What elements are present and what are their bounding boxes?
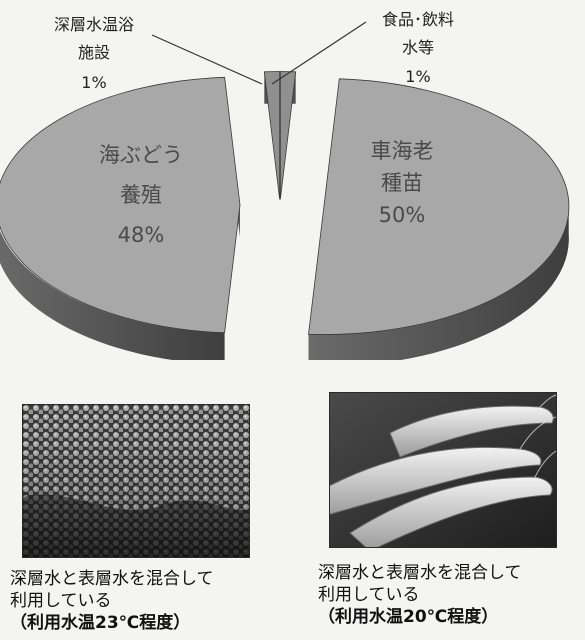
pie-chart: 深層水温浴 施設 1% 食品･飲料 水等 1% 車海老 種苗 50% 海ぶどう … [0, 10, 570, 360]
callout-food-line1: 食品･飲料 [382, 10, 454, 29]
caption-shrimp-temperature: （利用水温20℃程度） [318, 607, 499, 627]
slice-label-shrimp-value: 50% [379, 203, 426, 227]
sea-grapes-photo [22, 404, 250, 558]
slice-label-grapes-line2: 養殖 [120, 183, 162, 207]
caption-shrimp: 深層水と表層水を混合して 利用している （利用水温20℃程度） [318, 562, 585, 628]
caption-sea-grapes-temperature: （利用水温23℃程度） [10, 613, 191, 633]
callout-line-food [271, 21, 367, 85]
pie-slice-food-beverage [263, 71, 281, 200]
callout-hot-bath-value: 1% [81, 73, 106, 92]
pie-slice-food-beverage-top [263, 71, 281, 200]
caption-sea-grapes: 深層水と表層水を混合して 利用している （利用水温23℃程度） [10, 568, 300, 634]
callout-hot-bath-line2: 施設 [78, 43, 110, 62]
sea-grapes-icon [23, 405, 249, 557]
slice-label-grapes-line1: 海ぶどう [99, 143, 183, 167]
callout-hot-bath-line1: 深層水温浴 [54, 15, 134, 34]
pie-slice-shrimp [308, 78, 570, 360]
callout-food-value: 1% [405, 67, 430, 86]
caption-shrimp-line2: 利用している [318, 585, 420, 605]
caption-sea-grapes-line2: 利用している [10, 591, 112, 611]
pie-slice-sea-grapes-side [0, 230, 225, 360]
callout-line-hot-bath [151, 34, 263, 85]
shrimp-photo [329, 392, 557, 548]
pie-slice-sea-grapes [0, 76, 241, 360]
caption-sea-grapes-line1: 深層水と表層水を混合して [10, 569, 214, 589]
shrimp-icon [330, 393, 556, 547]
caption-shrimp-line1: 深層水と表層水を混合して [318, 563, 522, 583]
callout-food-line2: 水等 [402, 38, 434, 57]
slice-label-grapes-value: 48% [118, 223, 165, 247]
slice-label-shrimp-line2: 種苗 [381, 171, 423, 195]
pie-slice-hot-bath [279, 71, 297, 200]
pie-slice-shrimp-top [308, 78, 570, 335]
pie-slice-sea-grapes-top [0, 76, 241, 334]
pie-slice-shrimp-side [308, 201, 569, 360]
slice-label-shrimp-line1: 車海老 [371, 139, 434, 163]
pie-slice-hot-bath-top [279, 71, 297, 200]
